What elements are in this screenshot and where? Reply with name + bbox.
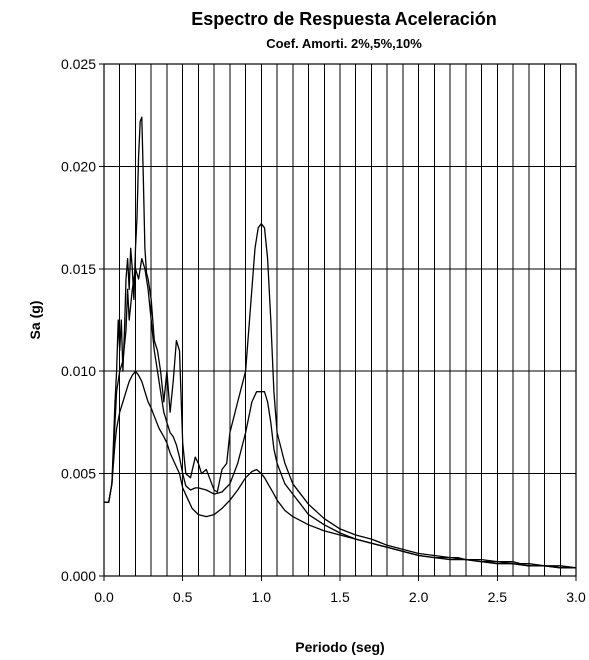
y-tick-label: 0.025: [61, 56, 96, 72]
x-tick-label: 3.0: [566, 589, 586, 605]
tick-labels: 0.0 0.5 1.0 1.5 2.0 2.5 3.0 0.000 0.005 0.010 0.01…: [61, 56, 586, 605]
x-tick-label: 2.0: [409, 589, 429, 605]
series-group: [104, 116, 577, 569]
y-tick-label: 0.020: [61, 158, 96, 174]
x-tick-label: 1.5: [330, 589, 350, 605]
y-tick-label: 0.015: [61, 261, 96, 277]
grid: [104, 64, 576, 576]
chart-title: Espectro de Respuesta Aceleración: [191, 9, 496, 29]
x-tick-label: 0.0: [94, 589, 114, 605]
x-tick-label: 1.0: [252, 589, 272, 605]
series-line-1: [104, 116, 577, 569]
x-tick-label: 0.5: [173, 589, 193, 605]
x-tick-label: 2.5: [488, 589, 508, 605]
y-tick-label: 0.005: [61, 466, 96, 482]
x-axis-label: Periodo (seg): [295, 639, 384, 655]
y-tick-label: 0.000: [61, 568, 96, 584]
plot-area-border: [103, 63, 577, 577]
chart-subtitle: Coef. Amorti. 2%,5%,10%: [266, 36, 422, 51]
y-axis-label: Sa (g): [27, 301, 43, 340]
y-tick-label: 0.010: [61, 363, 96, 379]
series-line-3: [104, 370, 576, 569]
